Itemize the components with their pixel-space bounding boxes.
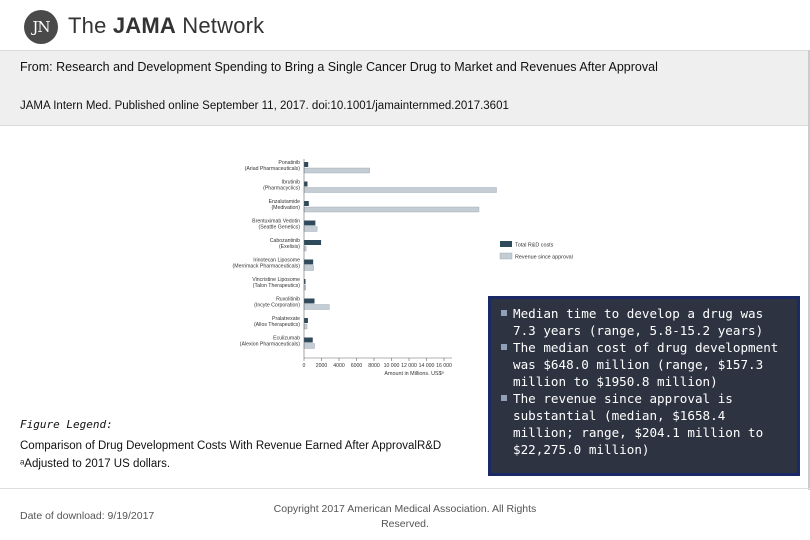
logo-prefix: The <box>68 13 113 38</box>
figure-legend-note: ᵃAdjusted to 2017 US dollars. <box>20 458 171 470</box>
category-sublabel: (Ariad Pharmaceuticals) <box>245 166 301 172</box>
article-citation: JAMA Intern Med. Published online Septem… <box>20 100 509 112</box>
bar-rnd-cost <box>304 162 309 167</box>
chart-svg: Ponatinib(Ariad Pharmaceuticals) Ibrutini… <box>233 159 573 377</box>
key-point: The revenue since approval is substantia… <box>501 390 789 458</box>
right-divider <box>808 50 810 490</box>
bar-rnd-cost <box>304 220 316 226</box>
bar-revenue <box>303 343 315 349</box>
copyright: Copyright 2017 American Medical Associat… <box>273 503 537 530</box>
bar-revenue <box>303 245 307 252</box>
x-tick-label: 2000 <box>316 363 328 369</box>
category-sublabel: (Seattle Genetics) <box>258 225 300 231</box>
bar-rnd-cost <box>304 181 308 187</box>
key-point-text: The median cost of drug development was … <box>513 340 779 389</box>
bullet-icon <box>501 310 507 316</box>
x-tick-label: 12 000 <box>401 363 417 369</box>
figure-legend-heading: Figure Legend: <box>20 418 113 431</box>
category-label: Pralatrexate <box>272 316 300 322</box>
x-tick-label: 16 000 <box>436 363 452 369</box>
x-tick-label: 6000 <box>351 363 363 369</box>
category-label: Enzalutamide <box>269 199 301 205</box>
legend-swatch <box>499 252 513 260</box>
category-sublabel: (Merrimack Pharmaceuticals) <box>233 264 301 270</box>
category-label: Vincristine Liposome <box>252 277 300 283</box>
category-label: Cabozantinib <box>270 238 300 244</box>
x-tick-label: 14 000 <box>419 363 435 369</box>
bullet-icon <box>501 395 507 401</box>
logo-text: The JAMA Network <box>68 13 264 39</box>
key-point-text: The revenue since approval is substantia… <box>513 391 764 457</box>
bar-rnd-cost <box>304 240 322 245</box>
x-tick-label: 8000 <box>368 363 380 369</box>
x-tick-label: 10 000 <box>384 363 400 369</box>
category-label: Irinotecan Liposome <box>253 258 300 264</box>
key-points-list: Median time to develop a drug was 7.3 ye… <box>501 305 789 458</box>
legend-label: Revenue since approval <box>515 255 573 261</box>
logo-initials: JN <box>32 18 50 36</box>
logo-suffix: Network <box>175 13 265 38</box>
header-bar: JN The JAMA Network <box>0 0 810 50</box>
bar-rnd-cost <box>304 337 313 343</box>
bar-rnd-cost <box>304 298 315 304</box>
figure-legend-text: Comparison of Drug Development Costs Wit… <box>20 440 442 452</box>
category-sublabel: (Medivation) <box>271 205 300 211</box>
bar-revenue <box>303 265 314 271</box>
category-label: Ibrutinib <box>282 180 301 186</box>
bar-revenue <box>303 167 370 174</box>
bar-rnd-cost <box>304 201 309 206</box>
article-title: From: Research and Development Spending … <box>20 60 658 74</box>
key-point-text: Median time to develop a drug was 7.3 ye… <box>513 306 764 338</box>
bullet-icon <box>501 344 507 350</box>
chart: Ponatinib (Ariad Pharmaceuticals) Ibrutini… <box>220 155 590 377</box>
title-band <box>0 50 810 126</box>
legend-swatch <box>500 241 512 247</box>
category-sublabel: (Exelixis) <box>279 244 300 250</box>
bar-revenue <box>303 226 318 232</box>
bar-revenue <box>303 323 308 330</box>
category-sublabel: (Allos Therapeutics) <box>254 322 300 328</box>
category-label: Ponatinib <box>278 160 300 166</box>
download-date: Date of download: 9/19/2017 <box>20 510 155 522</box>
category-label: Ruxolitinib <box>276 297 300 303</box>
jama-logo-icon: JN <box>24 10 58 44</box>
legend-label: Total R&D costs <box>515 243 554 249</box>
x-axis-title: Amount in Millions, US$ᵃ <box>384 371 444 375</box>
category-label: Brentuximab Vedotin <box>252 219 300 225</box>
category-sublabel: (Talon Therapeutics) <box>253 283 300 289</box>
footer-divider <box>0 488 810 489</box>
category-sublabel: (Pharmacyclics) <box>263 186 300 192</box>
bar-rnd-cost <box>304 279 306 284</box>
bar-rnd-cost <box>304 259 314 265</box>
key-point: Median time to develop a drug was 7.3 ye… <box>501 305 789 339</box>
logo-brand: JAMA <box>112 13 176 38</box>
category-sublabel: (Incyte Corporation) <box>254 303 300 309</box>
key-point: The median cost of drug development was … <box>501 339 789 390</box>
bar-revenue <box>303 304 330 310</box>
category-sublabel: (Alexion Pharmaceuticals) <box>240 342 301 348</box>
bar-rnd-cost <box>304 318 308 323</box>
key-points-callout: Median time to develop a drug was 7.3 ye… <box>488 296 800 476</box>
category-label: Eculizumab <box>273 336 300 342</box>
bar-revenue <box>303 206 480 213</box>
x-tick-label: 0 <box>303 363 306 369</box>
x-tick-label: 4000 <box>333 363 345 369</box>
bar-revenue <box>303 187 497 193</box>
